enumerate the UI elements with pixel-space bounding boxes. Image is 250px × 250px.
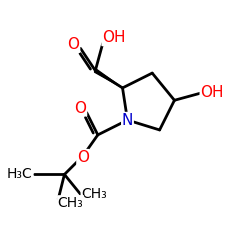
Text: OH: OH xyxy=(200,85,224,100)
Text: N: N xyxy=(122,112,133,128)
Text: CH₃: CH₃ xyxy=(81,187,107,201)
Text: CH₃: CH₃ xyxy=(58,196,84,210)
Text: O: O xyxy=(77,150,89,165)
Text: OH: OH xyxy=(102,30,126,46)
Text: O: O xyxy=(68,37,80,52)
Text: O: O xyxy=(74,101,86,116)
Text: H₃C: H₃C xyxy=(7,168,33,181)
Polygon shape xyxy=(94,69,122,88)
